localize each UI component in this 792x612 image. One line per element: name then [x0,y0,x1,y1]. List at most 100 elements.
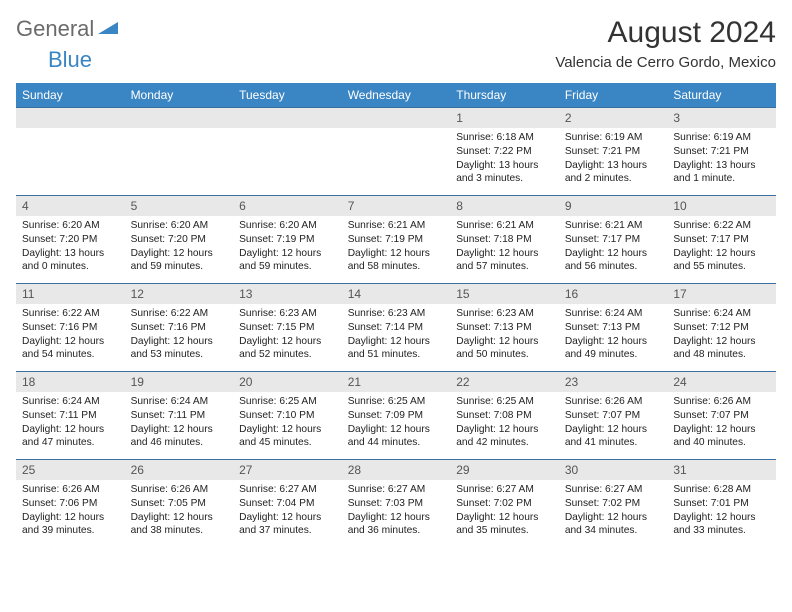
calendar-cell: 14Sunrise: 6:23 AMSunset: 7:14 PMDayligh… [342,284,451,372]
day-info: Sunrise: 6:24 AMSunset: 7:12 PMDaylight:… [667,304,776,371]
calendar-cell [342,108,451,196]
day-info: Sunrise: 6:25 AMSunset: 7:09 PMDaylight:… [342,392,451,459]
calendar-cell: 1Sunrise: 6:18 AMSunset: 7:22 PMDaylight… [450,108,559,196]
calendar-cell: 6Sunrise: 6:20 AMSunset: 7:19 PMDaylight… [233,196,342,284]
day-number: 22 [450,372,559,392]
day-number: 20 [233,372,342,392]
logo-text-general: General [16,16,94,42]
day-number: 23 [559,372,668,392]
day-info: Sunrise: 6:28 AMSunset: 7:01 PMDaylight:… [667,480,776,547]
day-header-thursday: Thursday [450,83,559,108]
day-number: 16 [559,284,668,304]
day-info: Sunrise: 6:26 AMSunset: 7:07 PMDaylight:… [667,392,776,459]
day-number: 19 [125,372,234,392]
day-number: 12 [125,284,234,304]
day-info: Sunrise: 6:23 AMSunset: 7:13 PMDaylight:… [450,304,559,371]
day-number: 24 [667,372,776,392]
day-number: 13 [233,284,342,304]
calendar-cell: 27Sunrise: 6:27 AMSunset: 7:04 PMDayligh… [233,460,342,548]
day-info [342,128,451,195]
day-number: 18 [16,372,125,392]
day-info: Sunrise: 6:19 AMSunset: 7:21 PMDaylight:… [667,128,776,195]
day-info: Sunrise: 6:21 AMSunset: 7:19 PMDaylight:… [342,216,451,283]
calendar-cell: 7Sunrise: 6:21 AMSunset: 7:19 PMDaylight… [342,196,451,284]
day-info: Sunrise: 6:18 AMSunset: 7:22 PMDaylight:… [450,128,559,195]
day-info: Sunrise: 6:27 AMSunset: 7:03 PMDaylight:… [342,480,451,547]
calendar-cell: 4Sunrise: 6:20 AMSunset: 7:20 PMDaylight… [16,196,125,284]
calendar-cell: 11Sunrise: 6:22 AMSunset: 7:16 PMDayligh… [16,284,125,372]
calendar-cell: 31Sunrise: 6:28 AMSunset: 7:01 PMDayligh… [667,460,776,548]
day-number: 9 [559,196,668,216]
day-header-wednesday: Wednesday [342,83,451,108]
day-info: Sunrise: 6:27 AMSunset: 7:04 PMDaylight:… [233,480,342,547]
day-info: Sunrise: 6:20 AMSunset: 7:19 PMDaylight:… [233,216,342,283]
day-number [342,108,451,128]
day-header-tuesday: Tuesday [233,83,342,108]
day-number [233,108,342,128]
logo: General [16,16,122,42]
calendar-cell: 15Sunrise: 6:23 AMSunset: 7:13 PMDayligh… [450,284,559,372]
calendar-cell: 19Sunrise: 6:24 AMSunset: 7:11 PMDayligh… [125,372,234,460]
logo-text-blue: Blue [48,47,92,73]
calendar-table: SundayMondayTuesdayWednesdayThursdayFrid… [16,83,776,547]
location-label: Valencia de Cerro Gordo, Mexico [555,54,776,71]
day-number: 5 [125,196,234,216]
calendar-cell: 21Sunrise: 6:25 AMSunset: 7:09 PMDayligh… [342,372,451,460]
day-number: 30 [559,460,668,480]
calendar-cell: 22Sunrise: 6:25 AMSunset: 7:08 PMDayligh… [450,372,559,460]
calendar-cell: 18Sunrise: 6:24 AMSunset: 7:11 PMDayligh… [16,372,125,460]
day-number: 26 [125,460,234,480]
day-number: 2 [559,108,668,128]
day-number: 25 [16,460,125,480]
day-header-monday: Monday [125,83,234,108]
day-number: 17 [667,284,776,304]
day-info: Sunrise: 6:20 AMSunset: 7:20 PMDaylight:… [16,216,125,283]
day-info: Sunrise: 6:24 AMSunset: 7:13 PMDaylight:… [559,304,668,371]
day-info [233,128,342,195]
calendar-cell: 16Sunrise: 6:24 AMSunset: 7:13 PMDayligh… [559,284,668,372]
day-number [125,108,234,128]
day-header-friday: Friday [559,83,668,108]
day-info: Sunrise: 6:23 AMSunset: 7:15 PMDaylight:… [233,304,342,371]
day-info [16,128,125,195]
day-info: Sunrise: 6:21 AMSunset: 7:17 PMDaylight:… [559,216,668,283]
day-number: 14 [342,284,451,304]
day-number: 11 [16,284,125,304]
calendar-cell: 2Sunrise: 6:19 AMSunset: 7:21 PMDaylight… [559,108,668,196]
calendar-cell: 26Sunrise: 6:26 AMSunset: 7:05 PMDayligh… [125,460,234,548]
day-info [125,128,234,195]
calendar-cell: 13Sunrise: 6:23 AMSunset: 7:15 PMDayligh… [233,284,342,372]
day-info: Sunrise: 6:26 AMSunset: 7:05 PMDaylight:… [125,480,234,547]
calendar-cell [233,108,342,196]
calendar-cell [125,108,234,196]
day-info: Sunrise: 6:19 AMSunset: 7:21 PMDaylight:… [559,128,668,195]
day-info: Sunrise: 6:24 AMSunset: 7:11 PMDaylight:… [16,392,125,459]
day-number [16,108,125,128]
day-info: Sunrise: 6:22 AMSunset: 7:16 PMDaylight:… [125,304,234,371]
calendar-cell: 23Sunrise: 6:26 AMSunset: 7:07 PMDayligh… [559,372,668,460]
calendar-cell: 30Sunrise: 6:27 AMSunset: 7:02 PMDayligh… [559,460,668,548]
day-info: Sunrise: 6:26 AMSunset: 7:06 PMDaylight:… [16,480,125,547]
day-header-saturday: Saturday [667,83,776,108]
calendar-cell: 20Sunrise: 6:25 AMSunset: 7:10 PMDayligh… [233,372,342,460]
day-info: Sunrise: 6:25 AMSunset: 7:10 PMDaylight:… [233,392,342,459]
day-number: 8 [450,196,559,216]
day-info: Sunrise: 6:21 AMSunset: 7:18 PMDaylight:… [450,216,559,283]
calendar-cell: 9Sunrise: 6:21 AMSunset: 7:17 PMDaylight… [559,196,668,284]
day-info: Sunrise: 6:24 AMSunset: 7:11 PMDaylight:… [125,392,234,459]
day-number: 27 [233,460,342,480]
day-info: Sunrise: 6:22 AMSunset: 7:17 PMDaylight:… [667,216,776,283]
day-number: 21 [342,372,451,392]
calendar-cell [16,108,125,196]
day-number: 10 [667,196,776,216]
calendar-cell: 12Sunrise: 6:22 AMSunset: 7:16 PMDayligh… [125,284,234,372]
day-number: 6 [233,196,342,216]
day-number: 4 [16,196,125,216]
calendar-cell: 29Sunrise: 6:27 AMSunset: 7:02 PMDayligh… [450,460,559,548]
calendar-cell: 28Sunrise: 6:27 AMSunset: 7:03 PMDayligh… [342,460,451,548]
calendar-cell: 8Sunrise: 6:21 AMSunset: 7:18 PMDaylight… [450,196,559,284]
calendar-cell: 25Sunrise: 6:26 AMSunset: 7:06 PMDayligh… [16,460,125,548]
calendar-cell: 24Sunrise: 6:26 AMSunset: 7:07 PMDayligh… [667,372,776,460]
calendar-cell: 5Sunrise: 6:20 AMSunset: 7:20 PMDaylight… [125,196,234,284]
calendar-cell: 10Sunrise: 6:22 AMSunset: 7:17 PMDayligh… [667,196,776,284]
